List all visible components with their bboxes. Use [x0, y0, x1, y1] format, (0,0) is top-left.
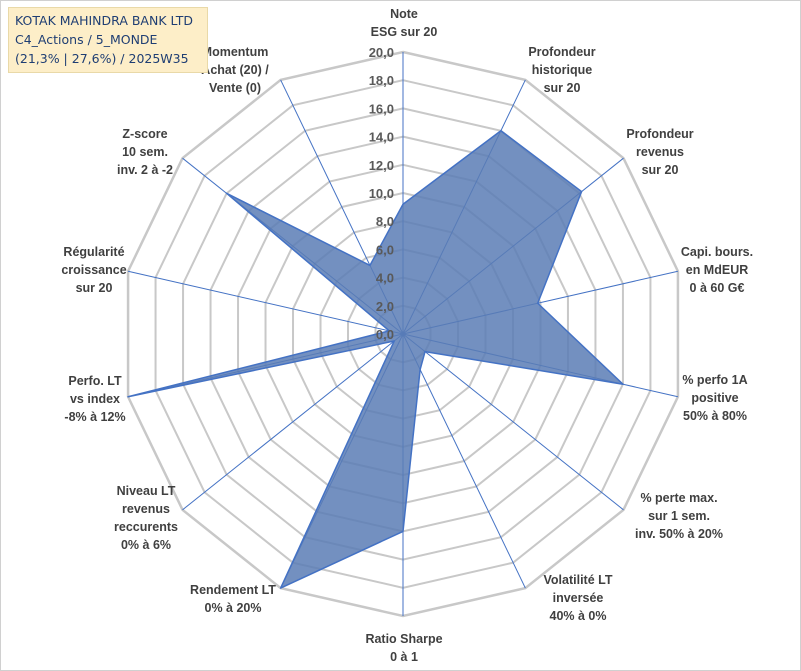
- title-box: KOTAK MAHINDRA BANK LTD C4_Actions / 5_M…: [8, 7, 208, 73]
- radar-spoke: [402, 333, 624, 511]
- tick-label: 2,0: [376, 299, 394, 314]
- series-area: [127, 129, 624, 589]
- radar-tick-labels: 0,0 2,0 4,0 6,0 8,0 10,0 12,0 14,0 16,0 18,0 20,0: [369, 45, 394, 342]
- tick-label: 12,0: [369, 158, 394, 173]
- axis-label: Z-score 10 sem. inv. 2 à -2: [117, 127, 173, 177]
- tick-label: 4,0: [376, 271, 394, 286]
- tick-label: 10,0: [369, 186, 394, 201]
- radar-spoke: [402, 333, 526, 589]
- axis-label: Rendement LT 0% à 20%: [190, 583, 276, 615]
- title-line-1: KOTAK MAHINDRA BANK LTD: [15, 13, 193, 28]
- axis-label: % perfo 1A positive 50% à 80%: [682, 373, 747, 423]
- axis-label: Capi. bours. en MdEUR 0 à 60 G€: [681, 245, 753, 295]
- tick-label: 20,0: [369, 45, 394, 60]
- axis-label: Momentum Achat (20) / Vente (0): [201, 45, 269, 95]
- axis-label: Régularité croissance sur 20: [61, 245, 126, 295]
- axis-label: Profondeur revenus sur 20: [626, 127, 693, 177]
- tick-label: 14,0: [369, 130, 394, 145]
- tick-label: 16,0: [369, 101, 394, 116]
- tick-label: 8,0: [376, 214, 394, 229]
- axis-label: Ratio Sharpe 0 à 1: [365, 632, 442, 664]
- axis-label: Profondeur historique sur 20: [528, 45, 595, 95]
- axis-label: Volatilité LT inversée 40% à 0%: [544, 573, 613, 623]
- axis-label: Perfo. LT vs index -8% à 12%: [64, 374, 125, 424]
- tick-label: 6,0: [376, 242, 394, 257]
- radar-spoke: [182, 333, 404, 511]
- radar-series: [127, 129, 624, 589]
- axis-label: Niveau LT revenus reccurents 0% à 6%: [114, 484, 178, 552]
- radar-spoke: [127, 270, 404, 335]
- tick-label: 18,0: [369, 73, 394, 88]
- title-line-3: (21,3% | 27,6%) / 2025W35: [15, 51, 189, 66]
- tick-label: 0,0: [376, 327, 394, 342]
- radar-axis-labels: Note ESG sur 20 Profondeur historique sur 20…: [61, 7, 753, 664]
- axis-label: Note ESG sur 20: [371, 7, 438, 39]
- title-line-2: C4_Actions / 5_MONDE: [15, 32, 158, 47]
- axis-label: % perte max. sur 1 sem. inv. 50% à 20%: [635, 491, 723, 541]
